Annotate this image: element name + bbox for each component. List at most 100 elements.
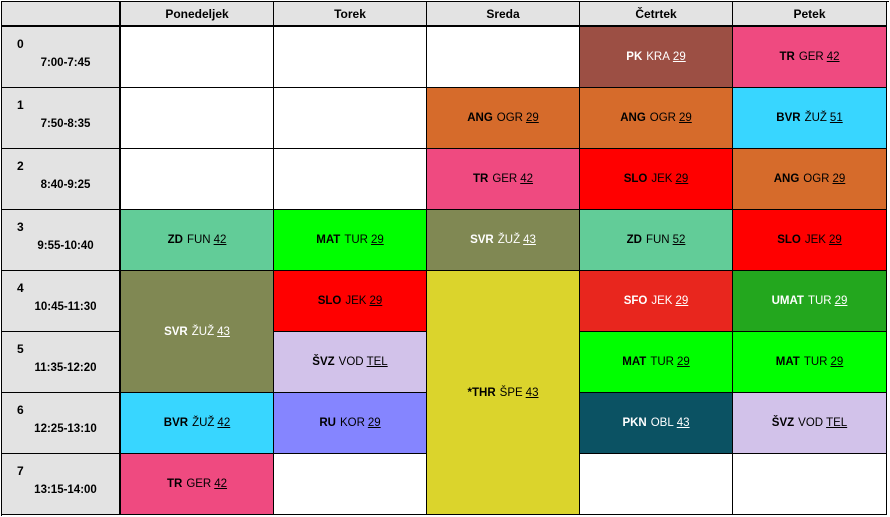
lesson-block[interactable]: SLO JEK 29 — [580, 149, 733, 210]
lesson-subject: RU — [319, 417, 336, 429]
corner-cell — [2, 2, 121, 27]
lesson-room[interactable]: 51 — [829, 112, 843, 124]
lesson-room[interactable]: 29 — [834, 295, 848, 307]
period-time: 11:35-12:20 — [34, 362, 97, 374]
day-header-torek: Torek — [274, 2, 427, 27]
period-time: 8:40-9:25 — [40, 179, 91, 191]
lesson-teacher: FUN — [186, 234, 211, 246]
day-header-petek: Petek — [733, 2, 887, 27]
lesson-block[interactable]: BVR ŽUŽ 42 — [121, 393, 274, 454]
lesson-subject: ANG — [620, 112, 646, 124]
lesson-room[interactable]: 29 — [370, 234, 384, 246]
lesson-subject: ŠVZ — [771, 417, 795, 429]
lesson-subject: PKN — [622, 417, 647, 429]
lesson-room[interactable]: 43 — [525, 386, 539, 399]
lesson-room[interactable]: 29 — [369, 295, 383, 307]
empty-slot — [274, 454, 427, 515]
period-time: 9:55-10:40 — [37, 240, 94, 252]
lesson-block[interactable]: TR GER 42 — [733, 27, 887, 88]
lesson-room[interactable]: 29 — [828, 234, 842, 246]
lesson-teacher: VOD — [798, 417, 824, 429]
lesson-block[interactable]: ANG OGR 29 — [733, 149, 887, 210]
lesson-room[interactable]: 29 — [525, 112, 539, 124]
lesson-room[interactable]: 29 — [676, 356, 690, 368]
lesson-room[interactable]: 29 — [675, 295, 689, 307]
lesson-block[interactable]: ŠVZ VOD TEL — [274, 332, 427, 393]
empty-slot — [427, 27, 580, 88]
lesson-block[interactable]: UMAT TUR 29 — [733, 271, 887, 332]
lesson-teacher: KOR — [339, 417, 365, 429]
lesson-block[interactable]: PKN OBL 43 — [580, 393, 733, 454]
lesson-block[interactable]: *THR ŠPE 43 — [427, 271, 580, 515]
lesson-teacher: TUR — [650, 356, 674, 368]
lesson-block[interactable]: ŠVZ VOD TEL — [733, 393, 887, 454]
lesson-teacher: ŽUŽ — [191, 325, 215, 338]
lesson-room[interactable]: 42 — [217, 417, 231, 429]
lesson-room[interactable]: 43 — [523, 234, 536, 246]
lesson-room[interactable]: 52 — [672, 234, 686, 246]
lesson-block[interactable]: SVR ŽUŽ 43 — [427, 210, 580, 271]
period-header: 5 11:35-12:20 — [2, 332, 121, 393]
lesson-block[interactable]: BVR ŽUŽ 51 — [733, 88, 887, 149]
lesson-subject: SFO — [623, 295, 648, 307]
lesson-room[interactable]: TEL — [826, 417, 848, 429]
period-header: 7 13:15-14:00 — [2, 454, 121, 515]
lesson-subject: MAT — [622, 356, 647, 368]
lesson-room[interactable]: 43 — [217, 325, 230, 338]
lesson-block[interactable]: MAT TUR 29 — [274, 210, 427, 271]
lesson-block[interactable]: MAT TUR 29 — [733, 332, 887, 393]
lesson-subject: BVR — [163, 417, 189, 429]
lesson-room[interactable]: TEL — [366, 356, 388, 368]
lesson-block[interactable]: SLO JEK 29 — [733, 210, 887, 271]
lesson-subject: ANG — [773, 173, 800, 185]
lesson-teacher: GER — [186, 478, 212, 490]
lesson-block[interactable]: ZD FUN 42 — [121, 210, 274, 271]
lesson-teacher: GER — [798, 51, 824, 63]
lesson-room[interactable]: 29 — [830, 356, 844, 368]
empty-slot — [121, 149, 274, 210]
lesson-block[interactable]: ANG OGR 29 — [580, 88, 733, 149]
period-header: 0 7:00-7:45 — [2, 27, 121, 88]
lesson-teacher: JEK — [651, 295, 673, 307]
lesson-block[interactable]: SFO JEK 29 — [580, 271, 733, 332]
lesson-block[interactable]: TR GER 42 — [121, 454, 274, 515]
lesson-room[interactable]: 42 — [214, 478, 228, 490]
lesson-teacher: VOD — [338, 356, 364, 368]
lesson-block[interactable]: SLO JEK 29 — [274, 271, 427, 332]
lesson-subject: *THR — [467, 386, 496, 399]
lesson-teacher: TUR — [344, 234, 368, 246]
empty-slot — [580, 454, 733, 515]
lesson-room[interactable]: 42 — [826, 51, 840, 63]
empty-slot — [274, 27, 427, 88]
lesson-room[interactable]: 29 — [675, 173, 689, 185]
lesson-room[interactable]: 29 — [832, 173, 846, 185]
lesson-block[interactable]: RU KOR 29 — [274, 393, 427, 454]
lesson-room[interactable]: 43 — [676, 417, 690, 429]
lesson-subject: SVR — [470, 234, 494, 246]
lesson-subject: BVR — [776, 112, 801, 124]
lesson-room[interactable]: 42 — [213, 234, 227, 246]
lesson-teacher: OGR — [496, 112, 523, 124]
lesson-block[interactable]: PK KRA 29 — [580, 27, 733, 88]
lesson-room[interactable]: 29 — [678, 112, 692, 124]
lesson-block[interactable]: ANG OGR 29 — [427, 88, 580, 149]
lesson-block[interactable]: TR GER 42 — [427, 149, 580, 210]
empty-slot — [274, 88, 427, 149]
lesson-block[interactable]: ZD FUN 52 — [580, 210, 733, 271]
lesson-room[interactable]: 42 — [520, 173, 534, 185]
lesson-subject: SVR — [164, 325, 188, 338]
lesson-teacher: JEK — [651, 173, 673, 185]
lesson-room[interactable]: 29 — [367, 417, 381, 429]
period-number: 5 — [17, 342, 24, 356]
lesson-teacher: JEK — [804, 234, 826, 246]
lesson-teacher: ŽUŽ — [804, 112, 827, 124]
lesson-subject: TR — [779, 51, 795, 63]
lesson-block[interactable]: MAT TUR 29 — [580, 332, 733, 393]
lesson-block[interactable]: SVR ŽUŽ 43 — [121, 271, 274, 393]
lesson-teacher: TUR — [807, 295, 832, 307]
lesson-teacher: OGR — [649, 112, 676, 124]
lesson-room[interactable]: 29 — [672, 51, 686, 63]
period-header: 4 10:45-11:30 — [2, 271, 121, 332]
empty-slot — [121, 27, 274, 88]
